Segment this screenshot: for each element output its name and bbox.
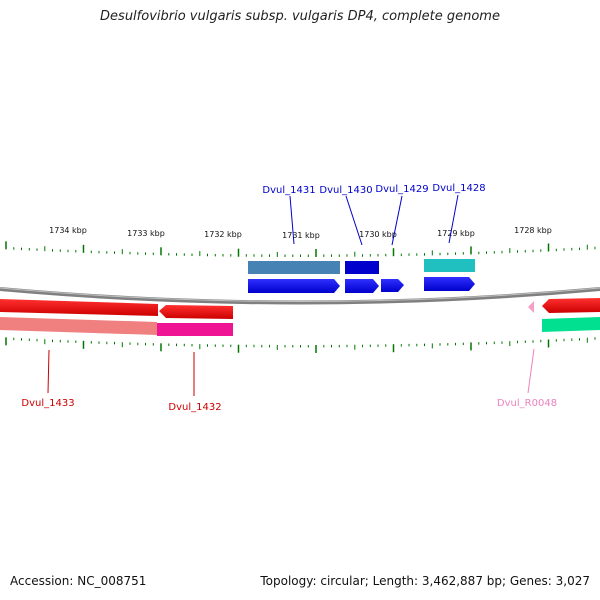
genome-backbone-highlight <box>0 287 600 302</box>
leader-line-dvul-1433 <box>47 349 50 394</box>
gene-feature-dvul-1431[interactable] <box>248 261 340 274</box>
scale-label-1728: 1728 kbp <box>514 226 552 235</box>
cds-arrow-right-edge[interactable] <box>542 298 600 313</box>
gene-feature-right-edge[interactable] <box>542 317 600 332</box>
cds-arrow-dvul-1429[interactable] <box>381 279 404 292</box>
scale-label-1733: 1733 kbp <box>127 229 165 238</box>
accession-text: Accession: NC_008751 <box>10 574 147 588</box>
outer-tick-row <box>5 241 596 257</box>
gene-feature-dvul-1428[interactable] <box>424 259 475 272</box>
gene-label-dvul-r0048[interactable]: Dvul_R0048 <box>497 398 557 409</box>
leader-line-dvul-1430 <box>345 195 363 246</box>
scale-label-1730: 1730 kbp <box>359 230 397 239</box>
rna-arrow-dvul-r0048[interactable] <box>528 301 534 313</box>
gene-label-dvul-1430[interactable]: Dvul_1430 <box>319 185 372 196</box>
leader-line-dvul-1431 <box>289 195 295 245</box>
cds-arrow-dvul-1433[interactable] <box>0 299 158 316</box>
cds-arrow-dvul-1430[interactable] <box>345 279 379 293</box>
genome-backbone <box>0 287 600 305</box>
scale-label-1731: 1731 kbp <box>282 231 320 240</box>
leader-line-dvul-1428 <box>448 194 459 244</box>
cds-arrow-dvul-1431[interactable] <box>248 279 340 293</box>
inner-tick-row <box>5 337 596 353</box>
gene-feature-dvul-1433[interactable] <box>0 317 157 335</box>
scale-label-1734: 1734 kbp <box>49 226 87 235</box>
genome-title: Desulfovibrio vulgaris subsp. vulgaris D… <box>100 9 500 24</box>
genome-summary-text: Topology: circular; Length: 3,462,887 bp… <box>260 574 590 588</box>
gene-label-dvul-1432[interactable]: Dvul_1432 <box>168 402 221 413</box>
cds-arrow-dvul-1432[interactable] <box>159 305 233 319</box>
gene-label-dvul-1429[interactable]: Dvul_1429 <box>375 184 428 195</box>
gene-feature-dvul-1432[interactable] <box>157 323 233 336</box>
scale-label-1729: 1729 kbp <box>437 229 475 238</box>
gene-label-dvul-1433[interactable]: Dvul_1433 <box>21 398 74 409</box>
cds-arrow-dvul-1428[interactable] <box>424 277 475 291</box>
gene-label-dvul-1431[interactable]: Dvul_1431 <box>262 185 315 196</box>
scale-label-1732: 1732 kbp <box>204 230 242 239</box>
gene-label-dvul-1428[interactable]: Dvul_1428 <box>432 183 485 194</box>
leader-line-dvul-r0048 <box>527 348 535 394</box>
leader-line-dvul-1429 <box>391 195 403 246</box>
gene-feature-dvul-1430[interactable] <box>345 261 379 274</box>
